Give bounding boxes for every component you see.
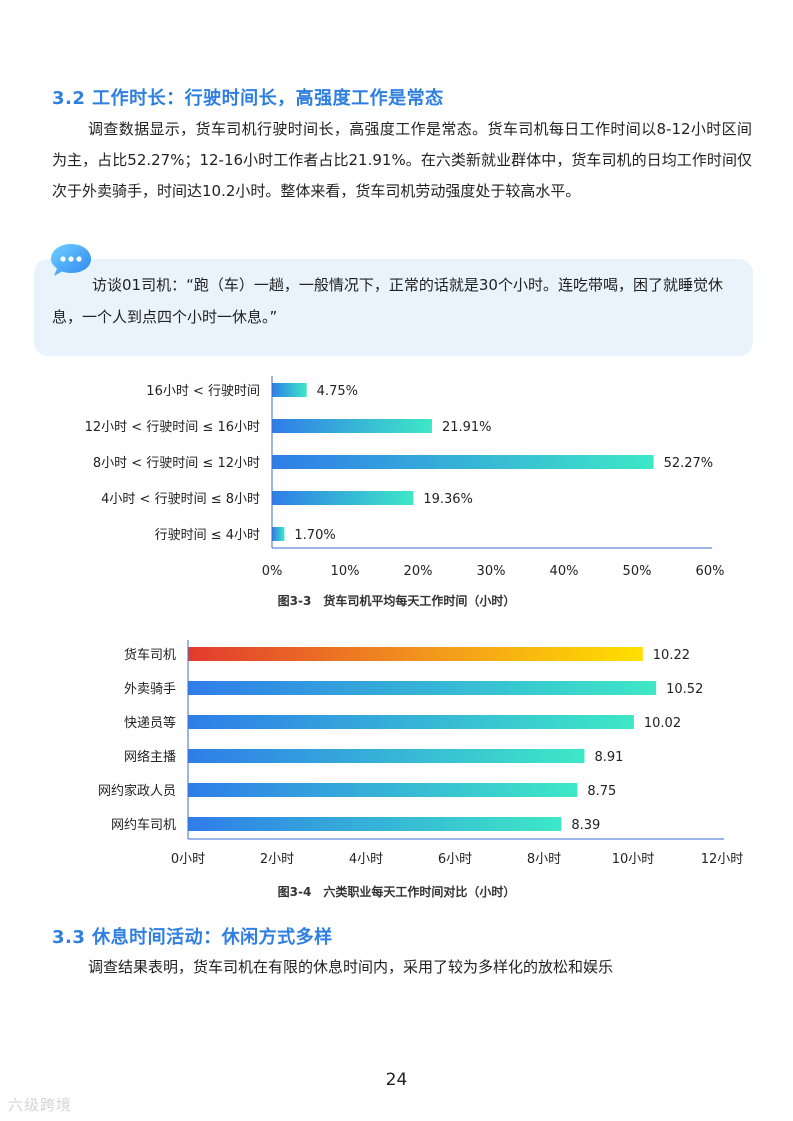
value-label: 19.36% [423, 492, 473, 507]
category-label: 8小时 < 行驶时间 ≤ 12小时 [93, 456, 260, 471]
bar [188, 715, 634, 729]
value-label: 8.39 [571, 818, 600, 833]
chart-occupation-work-hours: 货车司机 10.22 外卖骑手 10.52 快递员等 10.02 网络主播 8.91 网约家政人… [98, 640, 744, 899]
chart-title: 图3-3 货车司机平均每天工作时间（小时） [278, 593, 516, 608]
bar [188, 783, 578, 797]
section-3-2-paragraph: 调查数据显示，货车司机行驶时间长，高强度工作是常态。货车司机每日工作时间以8-1… [52, 120, 752, 200]
value-label: 52.27% [664, 456, 714, 471]
bar [272, 491, 414, 505]
tick-label: 10小时 [612, 852, 655, 867]
tick-label: 20% [404, 564, 433, 579]
tick-label: 30% [477, 564, 506, 579]
category-label: 12小时 < 行驶时间 ≤ 16小时 [85, 420, 260, 435]
value-label: 1.70% [294, 528, 335, 543]
chat-bubble-icon [51, 244, 91, 276]
section-heading-3-3: 3.3 休息时间活动：休闲方式多样 [52, 927, 333, 948]
category-label: 16小时 < 行驶时间 [146, 384, 260, 399]
tick-label: 0小时 [171, 852, 205, 867]
section-heading-3-2: 3.2 工作时长：行驶时间长，高强度工作是常态 [52, 88, 444, 109]
value-label: 10.22 [653, 648, 690, 663]
chart-work-hours-distribution: 16小时 < 行驶时间 4.75% 12小时 < 行驶时间 ≤ 16小时 21.91%… [85, 376, 725, 608]
bar [188, 817, 562, 831]
tick-label: 50% [623, 564, 652, 579]
bar [272, 455, 654, 469]
bar [272, 383, 307, 397]
value-label: 8.75 [587, 784, 616, 799]
interview-quote-box: 访谈01司机：“跑（车）一趟，一般情况下，正常的话就是30个小时。连吃带喝，困了… [34, 259, 753, 356]
interview-quote-text: 访谈01司机：“跑（车）一趟，一般情况下，正常的话就是30个小时。连吃带喝，困了… [52, 276, 723, 326]
value-label: 8.91 [594, 750, 623, 765]
tick-label: 6小时 [438, 852, 472, 867]
bar [188, 647, 643, 661]
value-label: 4.75% [317, 384, 358, 399]
section-3-3-paragraph: 调查结果表明，货车司机在有限的休息时间内，采用了较为多样化的放松和娱乐 [88, 958, 614, 976]
category-label: 外卖骑手 [124, 682, 176, 697]
tick-label: 2小时 [260, 852, 294, 867]
value-label: 21.91% [442, 420, 492, 435]
tick-label: 12小时 [701, 852, 744, 867]
tick-label: 0% [262, 564, 283, 579]
category-label: 货车司机 [124, 647, 176, 663]
category-label: 快递员等 [124, 715, 176, 731]
tick-label: 60% [696, 564, 725, 579]
tick-label: 4小时 [349, 852, 383, 867]
category-label: 4小时 < 行驶时间 ≤ 8小时 [101, 492, 260, 507]
category-label: 网约家政人员 [98, 783, 176, 799]
watermark: 六级跨境 [8, 1096, 73, 1114]
category-label: 网络主播 [124, 749, 176, 765]
value-label: 10.52 [666, 682, 703, 697]
category-label: 网约车司机 [111, 817, 176, 833]
tick-label: 8小时 [527, 852, 561, 867]
chart-title: 图3-4 六类职业每天工作时间对比（小时） [278, 884, 516, 899]
value-label: 10.02 [644, 716, 681, 731]
tick-label: 10% [331, 564, 360, 579]
page-number: 24 [385, 1070, 408, 1090]
tick-label: 40% [550, 564, 579, 579]
bar [188, 749, 585, 763]
bar [272, 419, 432, 433]
category-label: 行驶时间 ≤ 4小时 [155, 528, 260, 543]
bar [272, 527, 285, 541]
bar [188, 681, 657, 695]
